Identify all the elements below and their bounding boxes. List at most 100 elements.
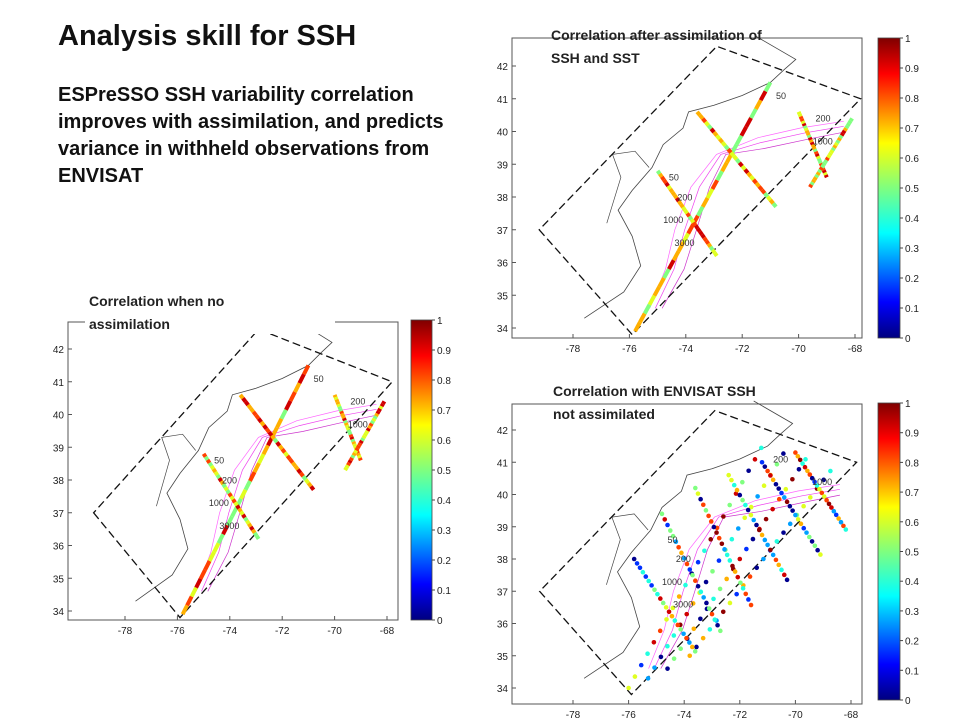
track-segment xyxy=(801,122,807,127)
track-segment xyxy=(332,394,338,398)
track-segment xyxy=(217,477,223,483)
observation-point xyxy=(709,611,715,617)
observation-point xyxy=(748,512,754,518)
slide-title: Analysis skill for SSH xyxy=(58,20,357,52)
observation-point xyxy=(670,605,676,611)
y-tick-label: 36 xyxy=(497,259,509,270)
track-segment xyxy=(246,403,253,410)
colorbar-tick-label: 0.5 xyxy=(905,548,919,559)
plot-frame xyxy=(67,321,399,621)
track-segment xyxy=(633,321,642,333)
observation-point xyxy=(722,547,727,552)
observation-point xyxy=(720,609,726,615)
observation-point xyxy=(787,503,793,509)
plot-frame xyxy=(511,403,863,705)
observation-point xyxy=(665,643,670,649)
colorbar-tick-label: 0.8 xyxy=(905,458,919,469)
track-segment xyxy=(345,426,351,431)
track-segment xyxy=(350,454,356,459)
track-segment xyxy=(209,464,216,471)
observation-point xyxy=(646,578,651,584)
colorbar-tick-label: 0 xyxy=(437,616,443,627)
track-segment xyxy=(676,241,686,253)
track-segment xyxy=(821,161,827,167)
contour-label: 200 xyxy=(816,114,831,124)
track-segment xyxy=(681,232,690,244)
model-domain xyxy=(92,328,394,619)
track-segment xyxy=(239,510,245,516)
observation-point xyxy=(652,587,657,593)
track-segment xyxy=(361,434,367,440)
track-segment xyxy=(259,420,266,427)
observation-point xyxy=(762,464,768,469)
isobath xyxy=(201,408,377,592)
track-segment xyxy=(201,452,208,458)
observation-point xyxy=(815,547,820,553)
observation-point xyxy=(734,487,740,493)
observation-point xyxy=(683,582,688,588)
track-segment xyxy=(652,285,661,297)
track-segment xyxy=(826,154,832,159)
track-segment xyxy=(379,402,385,408)
observation-point xyxy=(729,477,734,483)
colorbar-tick-label: 0.6 xyxy=(905,518,919,529)
track-segment xyxy=(679,203,685,209)
track-segment xyxy=(672,193,679,200)
track-segment xyxy=(704,239,711,245)
observation-point xyxy=(751,517,756,523)
map-panel: 50 200 1000 3000 50 200 1000 42 41 40 39 38 37 36 35 34… xyxy=(53,292,451,637)
observation-point xyxy=(773,481,779,487)
contour-label: 50 xyxy=(668,535,678,545)
track-segment xyxy=(647,294,657,306)
colorbar-tick-label: 0 xyxy=(905,334,911,345)
track-segment xyxy=(304,478,310,485)
colorbar-tick-label: 0.4 xyxy=(905,577,919,588)
x-tick-label: -74 xyxy=(223,626,238,637)
track-segment xyxy=(337,405,343,410)
track-segment xyxy=(367,424,373,430)
observation-point xyxy=(843,527,849,532)
contour-label: 1000 xyxy=(348,420,368,430)
colorbar-tick-label: 0.1 xyxy=(905,666,919,677)
observation-point xyxy=(797,457,803,463)
track-segment xyxy=(238,393,245,400)
observation-point xyxy=(802,464,808,470)
track-segment xyxy=(302,364,311,376)
x-tick-label: -78 xyxy=(118,626,133,637)
observation-point xyxy=(689,644,695,650)
track-segment xyxy=(352,443,358,448)
observation-point xyxy=(756,527,762,533)
observation-point xyxy=(690,601,696,606)
track-segment xyxy=(249,525,255,531)
track-segment xyxy=(249,407,255,414)
observation-point xyxy=(735,574,741,580)
track-segment xyxy=(723,144,730,151)
observation-point xyxy=(729,536,735,542)
y-tick-label: 39 xyxy=(497,160,509,171)
observation-point xyxy=(673,539,679,545)
observation-point xyxy=(652,665,657,670)
observation-point xyxy=(660,600,666,606)
panel-title: Correlation after assimilation of xyxy=(551,27,762,43)
track-segment xyxy=(355,444,361,450)
track-segment xyxy=(809,181,815,186)
observation-point xyxy=(631,556,637,562)
track-segment xyxy=(362,432,368,437)
isobath xyxy=(207,414,377,592)
observation-point xyxy=(759,459,765,465)
track-segment xyxy=(698,113,705,120)
track-segment xyxy=(715,134,722,141)
observation-point xyxy=(703,579,709,585)
title-mask xyxy=(85,292,335,334)
track-segment xyxy=(371,417,377,423)
observation-point xyxy=(671,656,677,661)
track-segment xyxy=(285,454,292,461)
track-segment xyxy=(754,99,763,110)
observation-point xyxy=(727,558,733,563)
observation-point xyxy=(770,477,776,483)
observation-point xyxy=(718,628,723,634)
track-segment xyxy=(815,155,821,160)
observation-point xyxy=(700,502,706,508)
track-segment xyxy=(360,437,366,442)
y-tick-label: 35 xyxy=(53,574,65,585)
